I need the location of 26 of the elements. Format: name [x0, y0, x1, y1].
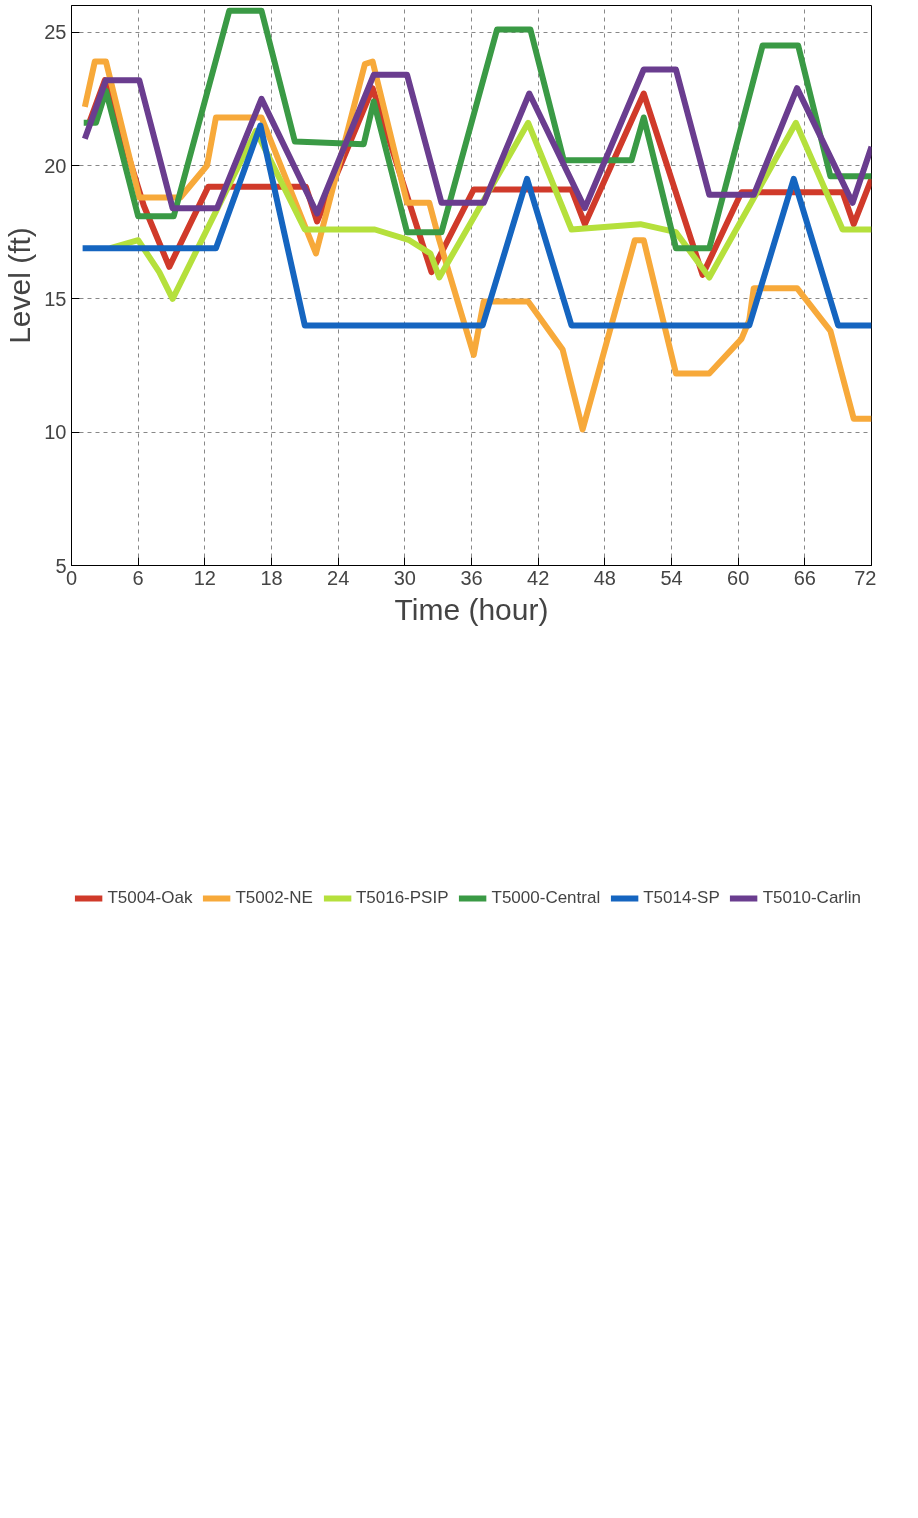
- x-tick-label: 30: [393, 566, 416, 589]
- x-tick-label: 24: [327, 566, 350, 589]
- legend-label: T5016-PSIP: [355, 888, 449, 908]
- x-tick-label: 48: [593, 566, 616, 589]
- x-tick-label: 36: [460, 566, 483, 589]
- y-tick-label: 20: [44, 154, 67, 177]
- x-tick-label: 42: [527, 566, 550, 589]
- legend-label: T5010-Carlin: [762, 888, 861, 908]
- x-tick-label: 54: [660, 566, 683, 589]
- x-tick-label: 12: [193, 566, 216, 589]
- legend-label: T5000-Central: [491, 888, 601, 908]
- legend-label: T5014-SP: [643, 888, 720, 908]
- x-tick-label: 0: [65, 566, 78, 589]
- x-tick-label: 66: [793, 566, 816, 589]
- x-tick-label: 18: [260, 566, 283, 589]
- y-tick-label: 25: [44, 21, 67, 44]
- x-tick-label: 60: [727, 566, 750, 589]
- y-tick-label: 10: [44, 421, 67, 444]
- y-axis-title: Level (ft): [3, 227, 37, 344]
- y-tick-label: 15: [44, 287, 67, 310]
- x-tick-label: 6: [132, 566, 144, 589]
- legend-label: T5002-NE: [235, 888, 313, 908]
- x-axis-title: Time (hour): [394, 592, 549, 626]
- x-tick-label: 72: [854, 566, 877, 589]
- legend-label: T5004-Oak: [107, 888, 193, 908]
- y-tick-label: 5: [55, 554, 67, 577]
